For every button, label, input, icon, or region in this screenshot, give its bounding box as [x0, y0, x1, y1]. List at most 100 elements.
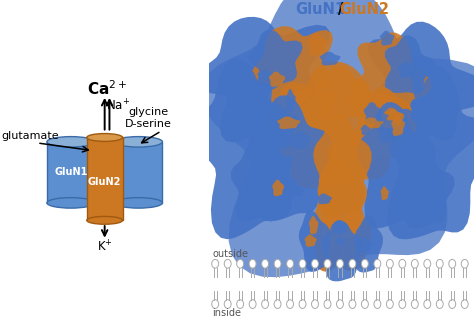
Polygon shape	[318, 159, 367, 241]
Text: glycine
D-serine: glycine D-serine	[125, 107, 172, 129]
Polygon shape	[316, 65, 369, 121]
Polygon shape	[355, 215, 383, 272]
Polygon shape	[384, 110, 403, 121]
Circle shape	[349, 300, 356, 308]
Polygon shape	[274, 173, 297, 193]
Circle shape	[436, 259, 443, 268]
Circle shape	[399, 300, 406, 308]
Polygon shape	[380, 31, 394, 46]
Text: GluN1: GluN1	[295, 2, 345, 17]
Circle shape	[262, 300, 269, 308]
Polygon shape	[257, 70, 274, 81]
Polygon shape	[381, 186, 389, 200]
Polygon shape	[419, 64, 441, 75]
Polygon shape	[231, 144, 285, 222]
Circle shape	[324, 259, 331, 268]
Polygon shape	[201, 0, 474, 277]
Polygon shape	[280, 109, 290, 120]
Polygon shape	[364, 102, 382, 124]
Polygon shape	[391, 116, 405, 136]
Circle shape	[374, 300, 381, 308]
Circle shape	[249, 259, 256, 268]
Circle shape	[411, 259, 418, 268]
Text: outside: outside	[212, 249, 248, 259]
Circle shape	[386, 300, 393, 308]
Polygon shape	[47, 142, 95, 203]
Polygon shape	[275, 159, 292, 171]
Polygon shape	[195, 17, 330, 142]
Polygon shape	[87, 137, 123, 220]
Circle shape	[287, 259, 293, 268]
Ellipse shape	[47, 198, 95, 208]
Circle shape	[374, 259, 381, 268]
Text: inside: inside	[212, 308, 242, 319]
Polygon shape	[317, 194, 332, 204]
Circle shape	[299, 259, 306, 268]
Polygon shape	[228, 68, 271, 118]
Circle shape	[337, 300, 343, 308]
Polygon shape	[401, 151, 455, 228]
Polygon shape	[414, 77, 457, 123]
Polygon shape	[381, 108, 404, 128]
Circle shape	[262, 259, 269, 268]
Text: GluN2: GluN2	[88, 177, 121, 187]
Polygon shape	[351, 87, 417, 158]
Ellipse shape	[114, 198, 163, 208]
Polygon shape	[252, 26, 333, 117]
Polygon shape	[331, 220, 348, 234]
Circle shape	[324, 300, 331, 308]
Polygon shape	[385, 35, 436, 94]
Polygon shape	[194, 59, 305, 239]
Circle shape	[399, 259, 406, 268]
Text: GluN1: GluN1	[54, 167, 88, 177]
Text: GluN2: GluN2	[339, 2, 389, 17]
Circle shape	[224, 259, 231, 268]
Polygon shape	[385, 109, 433, 158]
Circle shape	[436, 300, 443, 308]
Text: glutamate: glutamate	[1, 131, 59, 141]
Text: Na$^{+}$: Na$^{+}$	[106, 98, 130, 114]
Polygon shape	[313, 114, 372, 217]
Text: Ca$^{2+}$: Ca$^{2+}$	[87, 79, 127, 98]
Ellipse shape	[47, 137, 95, 147]
Polygon shape	[397, 62, 419, 78]
Circle shape	[299, 300, 306, 308]
Polygon shape	[304, 235, 317, 247]
Polygon shape	[411, 66, 424, 91]
Polygon shape	[291, 131, 311, 149]
Circle shape	[362, 300, 368, 308]
Polygon shape	[308, 33, 328, 56]
Circle shape	[461, 259, 468, 268]
Circle shape	[449, 300, 456, 308]
Polygon shape	[278, 61, 412, 188]
Circle shape	[337, 259, 343, 268]
Polygon shape	[361, 118, 384, 129]
Polygon shape	[365, 22, 474, 140]
Polygon shape	[357, 237, 371, 253]
Polygon shape	[377, 119, 402, 143]
Polygon shape	[319, 52, 340, 66]
Polygon shape	[375, 112, 389, 122]
Polygon shape	[299, 211, 330, 272]
Polygon shape	[248, 95, 333, 221]
Circle shape	[249, 300, 256, 308]
Circle shape	[311, 300, 319, 308]
Circle shape	[212, 259, 219, 268]
Polygon shape	[286, 89, 296, 112]
Text: /: /	[338, 2, 344, 17]
Circle shape	[274, 300, 281, 308]
Ellipse shape	[87, 216, 123, 224]
Polygon shape	[322, 220, 362, 281]
Polygon shape	[252, 102, 300, 151]
Circle shape	[424, 300, 431, 308]
Polygon shape	[292, 185, 304, 197]
Circle shape	[349, 259, 356, 268]
Circle shape	[237, 259, 244, 268]
Polygon shape	[384, 65, 474, 239]
Polygon shape	[277, 117, 301, 129]
Circle shape	[224, 300, 231, 308]
Polygon shape	[266, 83, 337, 157]
Circle shape	[424, 259, 431, 268]
Polygon shape	[309, 216, 319, 234]
Polygon shape	[340, 203, 371, 270]
